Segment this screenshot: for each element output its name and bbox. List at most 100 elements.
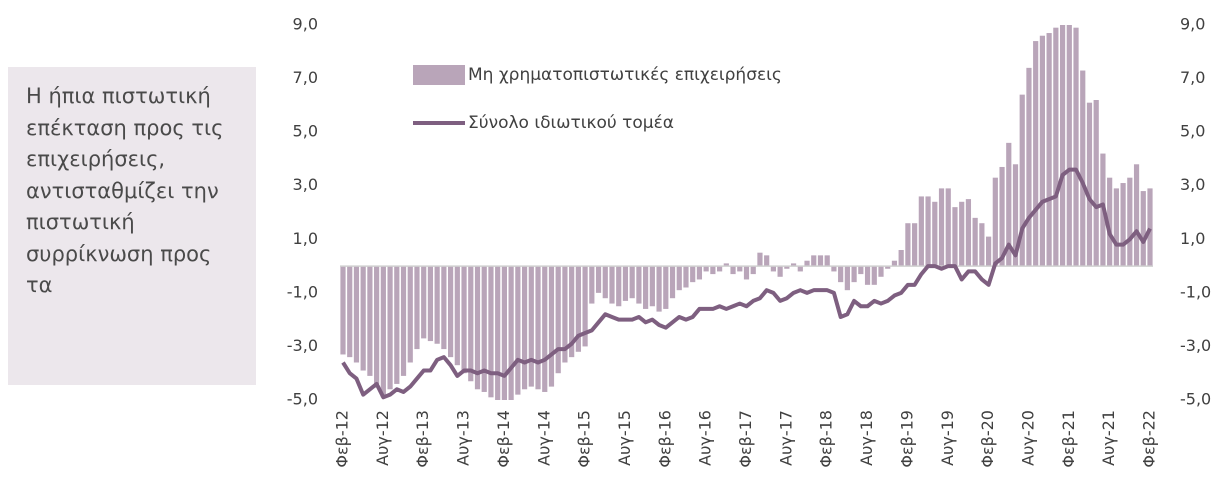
y2-tick-label: -3,0 (1180, 336, 1211, 355)
bar (656, 266, 662, 312)
bar (582, 266, 588, 347)
bar (777, 266, 783, 277)
bar (932, 201, 938, 267)
bar (528, 266, 534, 387)
x-tick-label: Φεβ-13 (413, 410, 432, 468)
x-tick-label: Αυγ-16 (696, 410, 715, 466)
bar (622, 266, 629, 301)
bar (898, 250, 904, 267)
bar (468, 266, 474, 382)
y-tick-label: 1,0 (293, 229, 318, 248)
bar (360, 266, 366, 371)
y2-tick-label: 9,0 (1180, 15, 1205, 34)
bar (1093, 100, 1099, 267)
bar (811, 255, 817, 267)
bar (1066, 25, 1072, 267)
x-tick-label: Φεβ-16 (655, 410, 674, 468)
bar (905, 223, 911, 267)
bar (347, 266, 353, 358)
bar (817, 255, 824, 267)
bar (441, 266, 447, 350)
bar (394, 266, 400, 384)
x-tick-label: Αυγ-15 (615, 410, 634, 466)
bar (495, 266, 501, 400)
x-tick-label: Φεβ-20 (978, 410, 997, 468)
legend-swatch (413, 65, 465, 85)
bar (481, 266, 487, 392)
bar (1019, 94, 1025, 267)
bar (407, 266, 413, 363)
bar (589, 266, 595, 304)
bar (1140, 191, 1146, 267)
bar (427, 266, 434, 342)
bar (643, 266, 649, 309)
bar (1147, 188, 1153, 267)
y2-tick-label: 3,0 (1180, 175, 1205, 194)
bar (434, 266, 440, 344)
bar (400, 266, 407, 376)
bar (1080, 70, 1086, 267)
bar (952, 207, 958, 267)
y2-tick-label: -5,0 (1180, 390, 1211, 409)
bar (1127, 177, 1133, 267)
bar (1033, 41, 1039, 267)
x-tick-label: Φεβ-19 (897, 410, 916, 468)
bar (448, 266, 454, 358)
bar (1006, 142, 1012, 267)
bar (851, 266, 857, 283)
bar (986, 236, 992, 267)
x-tick-label: Αυγ-12 (373, 410, 392, 466)
bar (871, 266, 877, 285)
x-tick-label: Αυγ-14 (534, 410, 553, 466)
bar (743, 266, 750, 280)
bar (521, 266, 528, 390)
bar (374, 266, 380, 384)
bar (474, 266, 481, 390)
bar (764, 255, 770, 267)
bar (562, 266, 568, 363)
bar (340, 266, 346, 355)
bar (784, 266, 790, 269)
line (341, 167, 1152, 400)
y-tick-label: -3,0 (287, 336, 318, 355)
bar (703, 266, 709, 272)
bar (696, 266, 703, 280)
bar (663, 266, 669, 309)
bar (1113, 188, 1119, 267)
note-box: Η ήπια πιστωτική επέκταση προς τις επιχε… (8, 67, 256, 385)
y2-tick-label: -1,0 (1180, 282, 1211, 301)
bar (912, 223, 918, 267)
bar (421, 266, 427, 339)
x-tick-label: Αυγ-21 (1099, 410, 1118, 466)
bar (1059, 25, 1066, 267)
bar (683, 266, 689, 288)
bar (831, 266, 837, 272)
y2-tick-label: 5,0 (1180, 122, 1205, 141)
y-tick-label: -5,0 (287, 390, 318, 409)
bar (636, 266, 642, 304)
bar (925, 196, 931, 267)
bar (515, 266, 521, 395)
bar (676, 266, 682, 291)
y-tick-label: 5,0 (293, 122, 318, 141)
bar (770, 266, 776, 272)
bar (1086, 102, 1093, 267)
bar (885, 266, 891, 269)
bar (1012, 164, 1019, 267)
bar (723, 263, 729, 267)
bar (669, 266, 676, 299)
bar (797, 266, 803, 272)
bar (891, 260, 898, 267)
bar (790, 263, 797, 267)
bar (609, 266, 615, 304)
bar (1073, 27, 1079, 267)
y-tick-label: -1,0 (287, 282, 318, 301)
bar (454, 266, 460, 366)
bar (737, 266, 743, 272)
bar (938, 188, 945, 267)
legend-label: Μη χρηματοπιστωτικές επιχειρήσεις (468, 65, 782, 85)
x-tick-label: Αυγ-19 (938, 410, 957, 466)
bar (858, 266, 864, 275)
bar (864, 266, 871, 285)
